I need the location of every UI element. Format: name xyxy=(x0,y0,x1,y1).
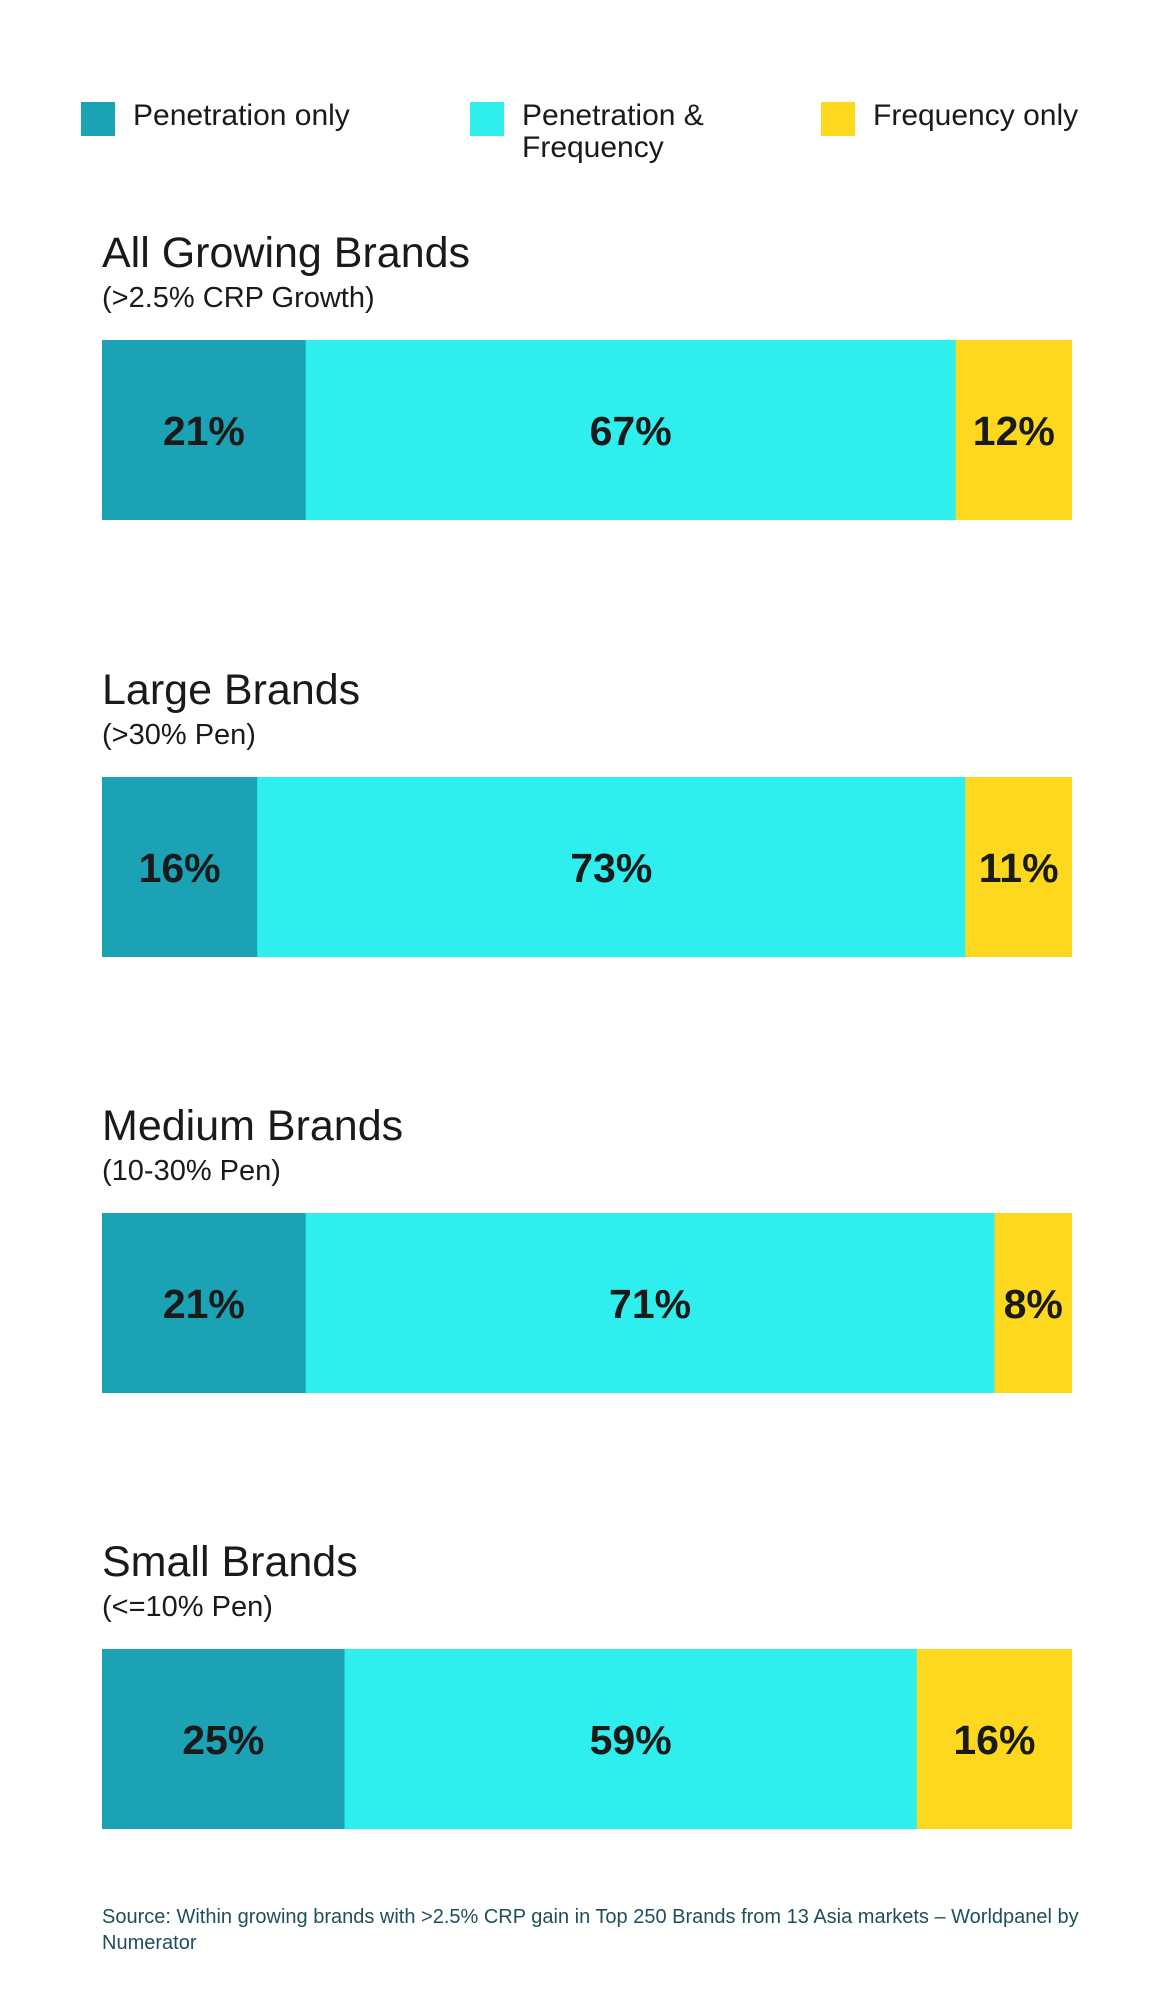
legend-label-penetration-frequency: Penetration & Frequency xyxy=(522,99,704,164)
legend-swatch-penetration-frequency xyxy=(470,102,504,136)
bar-segment-penetration-frequency xyxy=(257,777,966,957)
data-label-penetration-only: 25% xyxy=(182,1717,264,1763)
panel-subtitle: (<=10% Pen) xyxy=(102,1591,273,1623)
bar-segment-penetration-only xyxy=(102,340,307,520)
legend-swatch-penetration-only xyxy=(81,102,115,136)
panel-large-brands: Large Brands (>30% Pen) 16% 73% 11% xyxy=(102,665,1072,957)
legend-label-frequency-only: Frequency only xyxy=(873,99,1079,132)
panel-small-brands: Small Brands (<=10% Pen) 25% 59% 16% xyxy=(102,1537,1072,1829)
panel-subtitle: (10-30% Pen) xyxy=(102,1155,281,1187)
bar-segment-frequency-only xyxy=(916,1649,1072,1829)
panel-subtitle: (>2.5% CRP Growth) xyxy=(102,282,375,314)
legend-item-penetration-only: Penetration only xyxy=(81,100,350,136)
bar-segment-frequency-only xyxy=(965,777,1072,957)
data-label-penetration-only: 16% xyxy=(139,845,221,891)
data-label-penetration-frequency: 67% xyxy=(590,408,672,454)
panel-title: Small Brands xyxy=(102,1538,358,1586)
bar-segment-penetration-frequency xyxy=(305,340,957,520)
data-label-frequency-only: 11% xyxy=(979,845,1059,891)
source-note: Source: Within growing brands with >2.5%… xyxy=(102,1906,1079,1954)
data-label-frequency-only: 12% xyxy=(973,408,1055,454)
panel-title: Medium Brands xyxy=(102,1102,404,1150)
bar-segment-frequency-only xyxy=(994,1213,1072,1393)
data-label-frequency-only: 16% xyxy=(953,1717,1035,1763)
data-label-penetration-frequency: 59% xyxy=(590,1717,672,1763)
panel-medium-brands: Medium Brands (10-30% Pen) 21% 71% 8% xyxy=(102,1101,1072,1393)
data-label-frequency-only: 8% xyxy=(1004,1281,1063,1327)
data-label-penetration-only: 21% xyxy=(163,408,245,454)
bar-segment-penetration-frequency xyxy=(344,1649,918,1829)
panel-subtitle: (>30% Pen) xyxy=(102,719,256,751)
legend-swatch-frequency-only xyxy=(821,102,855,136)
bar-segment-penetration-only xyxy=(102,1213,307,1393)
legend-label-penetration-only: Penetration only xyxy=(133,99,350,132)
stacked-bar: 16% 73% 11% xyxy=(102,777,1072,957)
stacked-bar: 21% 71% 8% xyxy=(102,1213,1072,1393)
bar-segment-frequency-only xyxy=(955,340,1072,520)
panel-title: All Growing Brands xyxy=(102,229,471,277)
bar-segment-penetration-frequency xyxy=(305,1213,995,1393)
legend-item-penetration-frequency: Penetration & Frequency xyxy=(470,100,752,164)
legend-item-frequency-only: Frequency only xyxy=(821,100,1078,136)
bar-segment-penetration-only xyxy=(102,777,258,957)
data-label-penetration-frequency: 73% xyxy=(570,845,652,891)
chart-legend: Penetration only Penetration & Frequency… xyxy=(81,100,1101,180)
panel-title: Large Brands xyxy=(102,666,361,714)
data-label-penetration-only: 21% xyxy=(163,1281,245,1327)
data-label-penetration-frequency: 71% xyxy=(609,1281,691,1327)
stacked-bar: 21% 67% 12% xyxy=(102,340,1072,520)
bar-segment-penetration-only xyxy=(102,1649,345,1829)
panel-all-growing-brands: All Growing Brands (>2.5% CRP Growth) 21… xyxy=(102,228,1072,520)
stacked-bar: 25% 59% 16% xyxy=(102,1649,1072,1829)
